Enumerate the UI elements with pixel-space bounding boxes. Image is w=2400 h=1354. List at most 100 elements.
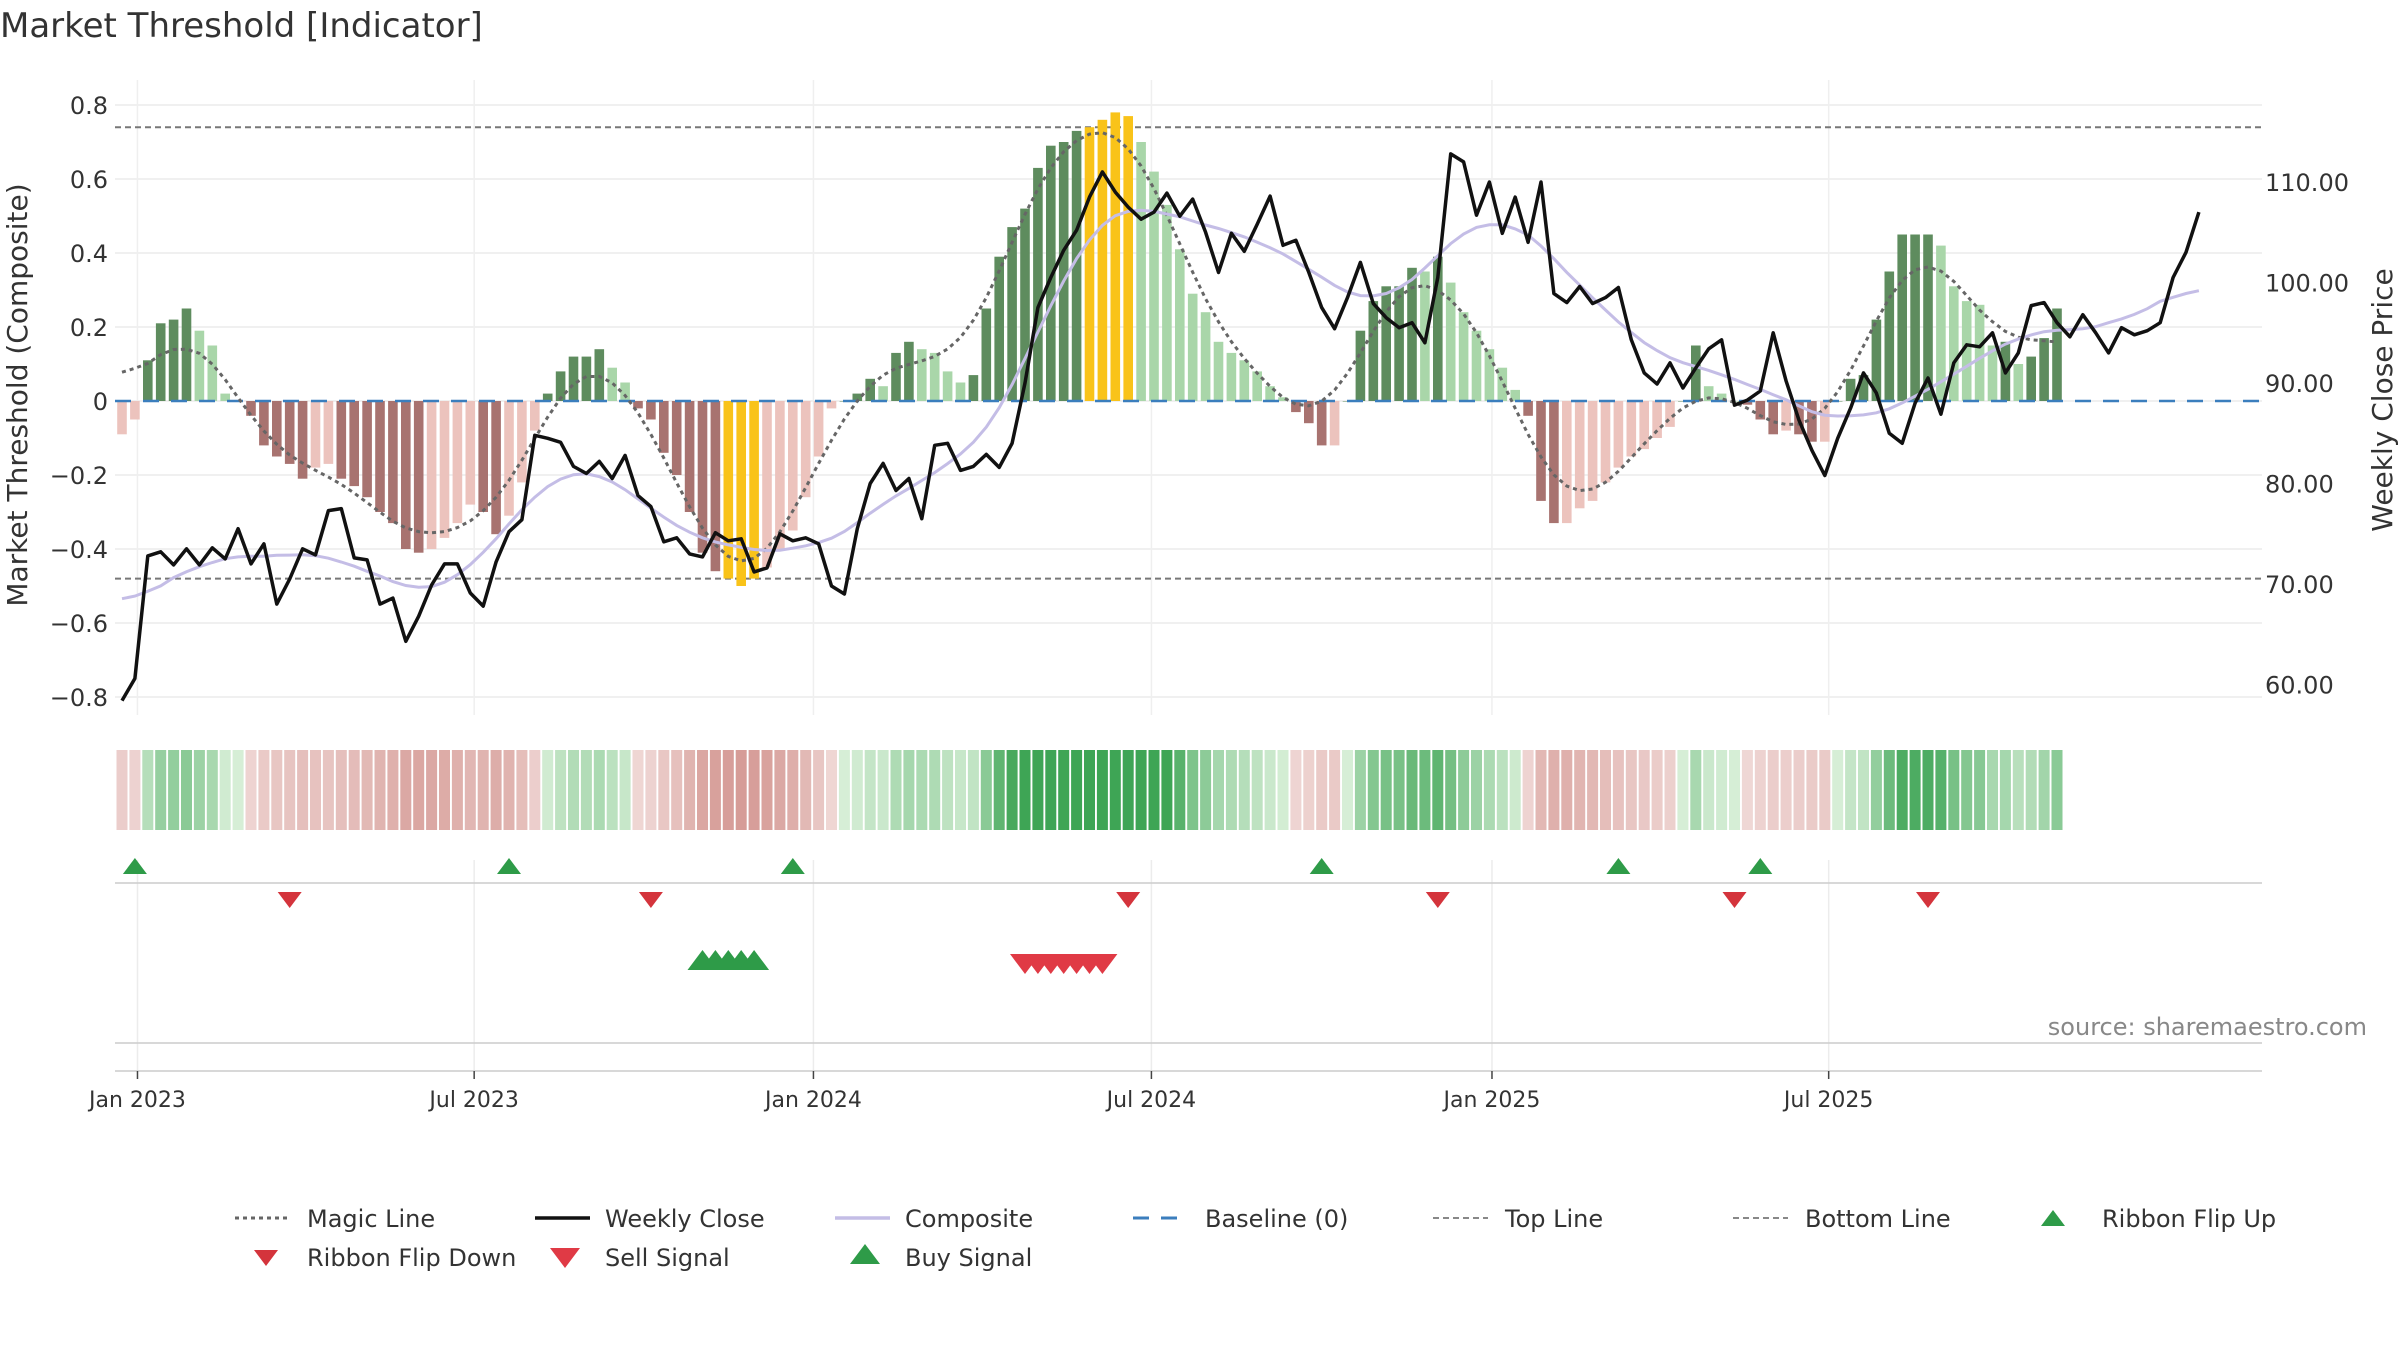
ribbon-cell xyxy=(1987,750,1998,830)
composite-bar xyxy=(620,382,630,401)
ribbon-cell xyxy=(787,750,799,830)
ribbon-cell xyxy=(838,750,850,830)
ribbon-cell xyxy=(942,750,954,830)
ribbon-cell xyxy=(1845,750,1857,830)
composite-bar xyxy=(1097,119,1108,402)
composite-bar xyxy=(1574,401,1585,509)
ribbon-cell xyxy=(619,750,631,830)
composite-bar xyxy=(1703,386,1714,401)
ribbon-cell xyxy=(1858,750,1869,830)
composite-bar xyxy=(2013,364,2024,401)
composite-bar xyxy=(1639,401,1649,450)
ribbon-flip-up-marker xyxy=(1309,858,1334,874)
ribbon-cell xyxy=(890,750,902,830)
ribbon-cell xyxy=(955,750,966,830)
composite-bar xyxy=(1497,367,1508,401)
composite-bar xyxy=(1316,401,1327,446)
composite-bar xyxy=(1458,312,1469,401)
composite-bar xyxy=(981,308,992,401)
ribbon-cell xyxy=(1522,750,1534,830)
composite-bar xyxy=(297,401,308,479)
ribbon-cell xyxy=(735,750,747,830)
composite-bar xyxy=(117,401,127,435)
ribbon-cell xyxy=(851,750,863,830)
composite-bar xyxy=(865,378,875,401)
ribbon-cell xyxy=(400,750,412,830)
composite-bar xyxy=(646,401,656,420)
ribbon-cell xyxy=(1303,750,1315,830)
ribbon-cell xyxy=(967,750,979,830)
composite-bar xyxy=(1200,312,1211,401)
composite-bar xyxy=(1536,401,1546,501)
composite-bar xyxy=(1974,304,1985,401)
composite-bar xyxy=(1020,208,1030,401)
x-tick-label: Jul 2025 xyxy=(1782,1088,1874,1113)
composite-bar xyxy=(1562,401,1572,524)
ribbon-cell xyxy=(1445,750,1457,830)
composite-bar xyxy=(968,375,979,401)
composite-bar xyxy=(736,401,746,586)
composite-bar xyxy=(852,393,863,401)
ribbon-cell xyxy=(1561,750,1573,830)
ribbon-cell xyxy=(503,750,515,830)
ribbon-cell xyxy=(1806,750,1818,830)
ribbon-cell xyxy=(1832,750,1844,830)
composite-bar xyxy=(1820,401,1830,442)
composite-bar xyxy=(1278,397,1288,401)
ribbon-cell xyxy=(374,750,386,830)
composite-bar xyxy=(1897,234,1907,401)
composite-bar xyxy=(1691,345,1701,401)
composite-bar xyxy=(181,308,192,401)
composite-bar xyxy=(1613,401,1624,468)
ribbon-cell xyxy=(722,750,734,830)
composite-bar xyxy=(929,352,940,401)
legend-ribbon-flip-down-marker xyxy=(254,1250,278,1266)
composite-bar xyxy=(1213,341,1224,401)
ribbon-cell xyxy=(761,750,773,830)
left-y-tick-label: −0.6 xyxy=(50,610,108,638)
composite-bar xyxy=(1149,171,1159,401)
x-axis-ticks: Jan 2023 Jul 2023 Jan 2024 Jul 2024 Jan 2025… xyxy=(87,1071,1873,1113)
composite-bar xyxy=(1265,386,1275,401)
composite-bar xyxy=(1484,349,1495,401)
ribbon-cell xyxy=(1238,750,1250,830)
ribbon-flip-down-marker xyxy=(638,892,663,908)
x-tick-label: Jan 2025 xyxy=(1442,1088,1541,1113)
composite-bar xyxy=(1226,352,1237,401)
ribbon-cell xyxy=(529,750,541,830)
ribbon-cell xyxy=(1999,750,2011,830)
composite-bar xyxy=(336,401,347,479)
composite-bar xyxy=(1949,286,1959,401)
composite-bar xyxy=(1845,378,1856,401)
composite-bar xyxy=(1807,401,1817,442)
composite-bar xyxy=(1433,256,1443,401)
right-y-tick-label: 70.00 xyxy=(2265,571,2334,599)
ribbon-cell xyxy=(322,750,334,830)
composite-bar xyxy=(1716,393,1727,401)
ribbon-cell xyxy=(709,750,721,830)
composite-bar xyxy=(1587,401,1598,501)
composite-bar xyxy=(1304,401,1314,424)
ribbon-cell xyxy=(1225,750,1237,830)
ribbon-cell xyxy=(1109,750,1121,830)
ribbon-cell xyxy=(1948,750,1960,830)
composite-bar xyxy=(194,330,205,401)
ribbon-cell xyxy=(245,750,257,830)
ribbon-cell xyxy=(684,750,696,830)
ribbon-strip xyxy=(116,750,2063,830)
ribbon-cell xyxy=(593,750,605,830)
ribbon-cell xyxy=(335,750,347,830)
ribbon-cell xyxy=(645,750,657,830)
ribbon-cell xyxy=(1754,750,1766,830)
ribbon-cell xyxy=(387,750,399,830)
source-note: source: sharemaestro.com xyxy=(2048,1013,2367,1041)
chart-title: Market Threshold [Indicator] xyxy=(0,6,483,46)
composite-bar xyxy=(1084,127,1095,401)
composite-bar xyxy=(1110,112,1121,402)
composite-bar xyxy=(710,401,721,572)
ribbon-cell xyxy=(671,750,683,830)
composite-bar xyxy=(349,401,359,487)
composite-bar xyxy=(426,401,437,549)
weekly-close-line xyxy=(120,152,2201,702)
ribbon-cell xyxy=(993,750,1005,830)
